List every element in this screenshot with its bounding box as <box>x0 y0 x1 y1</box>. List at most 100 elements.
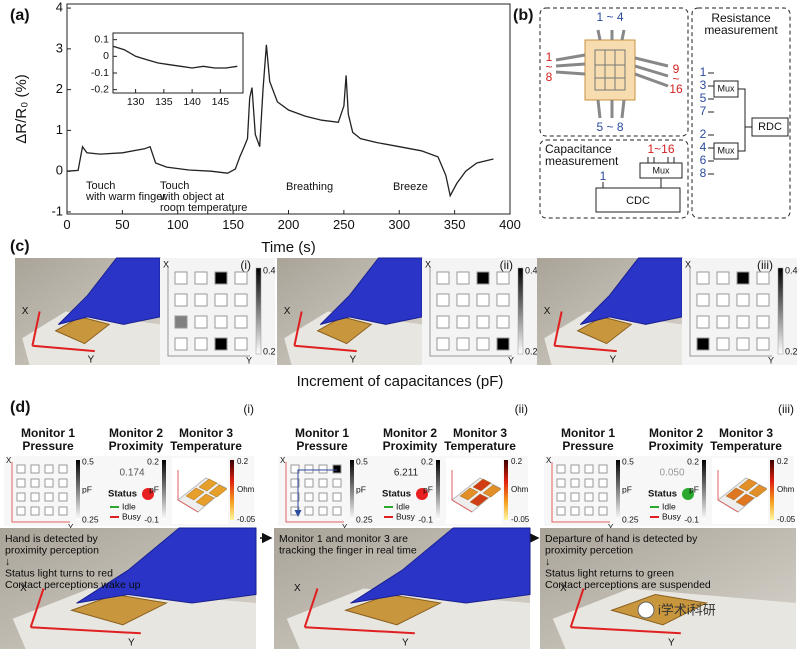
heatmap-cell <box>436 271 450 285</box>
legend-label: Idle <box>122 501 136 511</box>
pressure-cell <box>598 464 608 474</box>
legend-label: Busy <box>662 511 682 521</box>
pressure-cell <box>556 464 566 474</box>
colorbar <box>162 460 166 520</box>
description: proximity perception <box>5 544 99 556</box>
colorbar-label: 0.2 <box>421 456 433 466</box>
description: Hand is detected by <box>5 533 99 545</box>
pressure-cell <box>318 464 328 474</box>
description: Status light turns to red <box>5 567 113 579</box>
heatmap-cell <box>496 315 510 329</box>
colorbar-label: 0.2 <box>263 346 276 356</box>
colorbar-label: 0.2 <box>777 457 789 466</box>
panel-label: (c) <box>10 238 30 255</box>
y-tick-label: -0.1 <box>91 67 109 79</box>
x-tick-label: 300 <box>388 217 410 232</box>
x-tick-label: 250 <box>333 217 355 232</box>
heatmap-cell <box>174 293 188 307</box>
monitor-heading: Monitor 3 <box>719 426 773 440</box>
heatmap-cell <box>174 315 188 329</box>
heatmap-cell <box>736 337 750 351</box>
proximity-value: 0.174 <box>119 468 144 479</box>
pressure-axes <box>285 462 344 523</box>
y-tick-label: -0.2 <box>91 83 109 95</box>
colorbar-label: 0.5 <box>622 456 634 466</box>
colorbar-label: 0.2 <box>237 457 249 466</box>
annotation: Touch <box>160 180 189 192</box>
pressure-cell <box>598 492 608 502</box>
pressure-cell <box>318 478 328 488</box>
pressure-cell <box>304 464 314 474</box>
subpanel-label: (i) <box>240 258 251 272</box>
description: ↓ <box>5 556 10 568</box>
pressure-cell <box>332 506 342 516</box>
colorbar-label: 0.4 <box>785 265 798 275</box>
heatmap-axis-label: Y <box>342 523 348 532</box>
heatmap-cell <box>456 337 470 351</box>
pressure-cell <box>44 478 54 488</box>
photo-axis-label: X <box>294 583 301 594</box>
heatmap-cell <box>756 271 770 285</box>
monitor-heading: Monitor 3 <box>453 426 507 440</box>
colorbar-label: 0.25 <box>622 514 639 524</box>
colorbar <box>616 460 620 520</box>
heatmap-axis-label: X <box>163 259 169 269</box>
photo-axis-label: Y <box>668 638 675 649</box>
subpanel-label: (ii) <box>500 258 513 272</box>
box-title: Resistance <box>711 11 771 25</box>
watermark-icon <box>637 601 655 619</box>
pressure-cell <box>30 478 40 488</box>
heatmap-cell <box>756 337 770 351</box>
colorbar <box>230 460 234 520</box>
pressure-cell <box>58 478 68 488</box>
heatmap-cell <box>194 337 208 351</box>
proximity-value: 0.050 <box>659 468 684 479</box>
heatmap-cell <box>436 337 450 351</box>
heatmap-cell <box>436 315 450 329</box>
colorbar-label: 0.4 <box>263 265 276 275</box>
heatmap-cell <box>696 293 710 307</box>
heatmap-cell <box>456 271 470 285</box>
panel-label: (b) <box>513 7 533 24</box>
photo-axis-label: Y <box>128 638 135 649</box>
temperature-axes <box>177 470 199 513</box>
colorbar-label: -0.05 <box>511 515 530 524</box>
colorbar-unit: pF <box>622 484 632 494</box>
heatmap-axis-label: X <box>6 456 12 465</box>
monitor-heading: Monitor 3 <box>179 426 233 440</box>
monitor-heading: Proximity <box>109 439 164 453</box>
pressure-cell <box>556 506 566 516</box>
photo-axis-label: X <box>22 306 29 317</box>
monitor-heading: Monitor 1 <box>561 426 615 440</box>
monitor-heading: Monitor 2 <box>649 426 703 440</box>
annotation: Breeze <box>393 181 428 193</box>
legend-label: Idle <box>396 501 410 511</box>
heatmap-axis-label: X <box>425 259 431 269</box>
colorbar-label: -0.05 <box>777 515 796 524</box>
description: proximity percetion <box>545 544 633 556</box>
photo-hand <box>76 527 257 604</box>
colorbar-label: 0.25 <box>356 514 373 524</box>
pressure-cell <box>304 492 314 502</box>
description: Status light returns to green <box>545 567 674 579</box>
temperature-pad <box>185 487 205 501</box>
channel-label: 1 <box>700 65 707 79</box>
pressure-cell <box>598 506 608 516</box>
annotation: with warm finger <box>85 191 166 203</box>
pressure-cell <box>556 492 566 502</box>
y-tick-label: 0.1 <box>94 33 109 45</box>
colorbar-unit: pF <box>423 484 433 494</box>
channel-label: 4 <box>700 140 707 154</box>
heatmap-cell <box>194 271 208 285</box>
subpanel-label: (i) <box>243 402 254 416</box>
heatmap-cell <box>476 271 490 285</box>
colorbar-label: -0.1 <box>418 514 433 524</box>
heatmap-cell <box>214 271 228 285</box>
colorbar-label: 0.5 <box>82 456 94 466</box>
heatmap-cell <box>456 293 470 307</box>
colorbar-label: 0.25 <box>82 514 99 524</box>
box-title: Capacitance <box>545 142 612 156</box>
heatmap-axis-label: Y <box>246 355 252 365</box>
pressure-cell <box>598 478 608 488</box>
monitor-heading: Pressure <box>296 439 348 453</box>
